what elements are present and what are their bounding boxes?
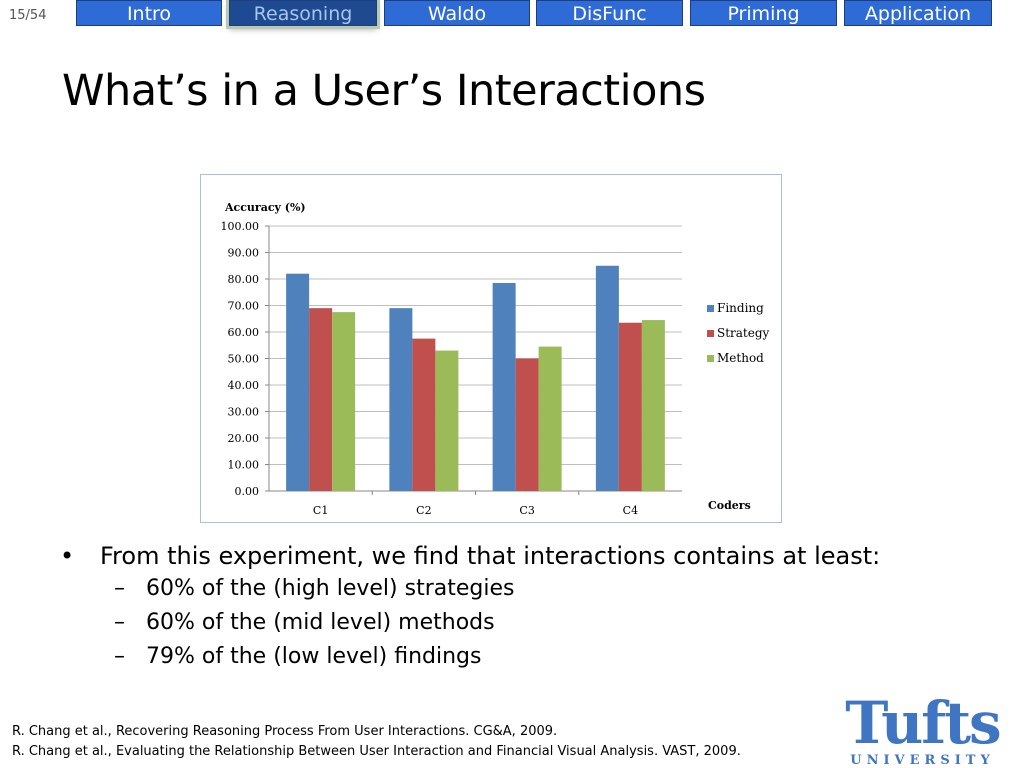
- y-tick-label: 50.00: [228, 353, 260, 366]
- section-nav: Intro Reasoning Waldo DisFunc Priming Ap…: [76, 0, 992, 28]
- legend-swatch-strategy: [707, 330, 714, 337]
- bar-strategy-c4: [618, 322, 642, 491]
- accuracy-chart: 0.00 10.00 20.00 30.00 40.00 50.00 60.00 70.00 8…: [200, 174, 782, 523]
- nav-tab-disfunc[interactable]: DisFunc: [536, 0, 683, 26]
- bar-finding-c4: [595, 265, 619, 491]
- references: R. Chang et al., Recovering Reasoning Pr…: [12, 722, 741, 762]
- bullet-sub-text: 60% of the (high level) strategies: [146, 576, 515, 601]
- bullet-sub-2: – 60% of the (mid level) methods: [60, 606, 1000, 640]
- bullet-sub-text: 79% of the (low level) findings: [146, 644, 482, 669]
- tufts-logo: Tufts UNIVERSITY: [840, 689, 1005, 768]
- bullet-marker: •: [60, 542, 75, 570]
- bar-strategy-c3: [515, 358, 539, 491]
- sub-bullet-marker: –: [114, 576, 125, 601]
- bullet-sub-1: – 60% of the (high level) strategies: [60, 572, 1000, 606]
- chart-canvas: 0.00 10.00 20.00 30.00 40.00 50.00 60.00 70.00 8…: [221, 201, 770, 517]
- bullet-sub-3: – 79% of the (low level) findings: [60, 640, 1000, 674]
- bar-strategy-c2: [412, 338, 436, 491]
- bar-method-c3: [538, 346, 562, 491]
- legend-label-method: Method: [717, 351, 764, 365]
- x-tick-label: C4: [623, 504, 638, 517]
- bullet-sub-text: 60% of the (mid level) methods: [146, 610, 495, 635]
- y-tick-label: 60.00: [228, 326, 260, 339]
- x-tick-label: C1: [313, 504, 328, 517]
- bullet-main-text: From this experiment, we find that inter…: [100, 542, 881, 570]
- bar-method-c4: [641, 320, 665, 491]
- bar-finding-c2: [389, 308, 413, 491]
- legend-label-finding: Finding: [717, 301, 764, 315]
- y-tick-label: 90.00: [228, 247, 260, 260]
- sub-bullet-marker: –: [114, 610, 125, 635]
- legend-label-strategy: Strategy: [717, 326, 770, 340]
- bullet-list: • From this experiment, we find that int…: [60, 540, 1000, 674]
- bar-finding-c3: [492, 282, 516, 491]
- bullet-main: • From this experiment, we find that int…: [60, 540, 1000, 572]
- y-tick-label: 100.00: [221, 220, 260, 233]
- logo-wordmark: Tufts: [845, 689, 1001, 757]
- logo-subtitle: UNIVERSITY: [850, 753, 995, 768]
- slide-title: What’s in a User’s Interactions: [62, 66, 706, 116]
- x-tick-label: C2: [416, 504, 431, 517]
- nav-tab-intro[interactable]: Intro: [76, 0, 222, 26]
- sub-bullet-marker: –: [114, 644, 125, 669]
- nav-tab-priming[interactable]: Priming: [690, 0, 837, 26]
- legend-swatch-method: [707, 355, 714, 362]
- x-tick-label: C3: [519, 504, 534, 517]
- nav-tab-waldo[interactable]: Waldo: [384, 0, 530, 26]
- bar-strategy-c1: [309, 308, 333, 491]
- slide-number: 15/54: [9, 8, 47, 23]
- bar-finding-c1: [286, 273, 310, 491]
- x-axis-title: Coders: [708, 499, 751, 512]
- y-tick-label: 30.00: [228, 406, 260, 419]
- y-tick-label: 10.00: [228, 459, 260, 472]
- y-tick-label: 40.00: [228, 379, 260, 392]
- nav-tab-application[interactable]: Application: [844, 0, 992, 26]
- y-tick-label: 20.00: [228, 432, 260, 445]
- y-tick-label: 0.00: [235, 485, 260, 498]
- reference-1: R. Chang et al., Recovering Reasoning Pr…: [12, 724, 558, 739]
- nav-tab-reasoning[interactable]: Reasoning: [229, 0, 377, 26]
- y-tick-label: 70.00: [228, 300, 260, 313]
- legend-swatch-finding: [707, 305, 714, 312]
- y-tick-label: 80.00: [228, 273, 260, 286]
- reference-2: R. Chang et al., Evaluating the Relation…: [12, 744, 741, 759]
- y-axis-title: Accuracy (%): [224, 201, 306, 214]
- bar-method-c1: [332, 312, 356, 491]
- bar-method-c2: [435, 350, 459, 491]
